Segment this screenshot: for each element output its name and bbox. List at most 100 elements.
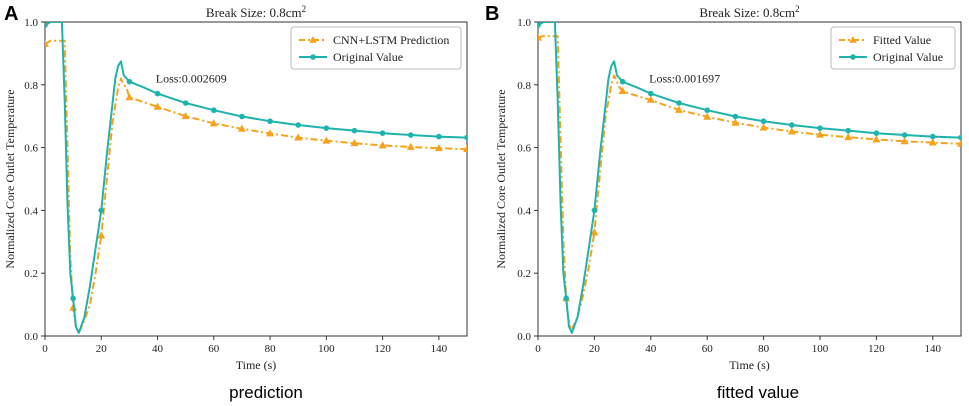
series-marker-triangle xyxy=(957,139,961,147)
legend-label: Original Value xyxy=(873,50,943,64)
series-marker-circle xyxy=(239,113,245,120)
series-marker-triangle xyxy=(181,112,190,120)
series-marker-triangle xyxy=(350,139,359,147)
panel-letter: A xyxy=(4,3,18,25)
chart-title-text: Break Size: 0.8cm xyxy=(699,5,795,20)
series-marker-circle xyxy=(591,207,598,214)
plot-series-group xyxy=(538,22,961,334)
series-marker-triangle xyxy=(675,105,683,113)
series-marker-circle xyxy=(619,78,626,85)
series-marker-triangle xyxy=(209,119,218,127)
legend-label: Original Value xyxy=(333,50,403,64)
series-marker-triangle xyxy=(237,124,246,132)
series-marker-triangle xyxy=(406,142,415,150)
x-axis-label: Time (s) xyxy=(729,358,770,372)
x-tick-label: 20 xyxy=(589,343,601,355)
series-marker-triangle xyxy=(703,112,712,120)
series-marker-triangle xyxy=(844,133,853,141)
panel-letter: B xyxy=(485,3,499,25)
x-tick-label: 120 xyxy=(374,343,391,355)
x-tick-label: 80 xyxy=(758,343,770,355)
series-line-a xyxy=(538,35,961,331)
series-marker-triangle xyxy=(322,136,331,144)
chart-title-superscript: 2 xyxy=(795,4,800,14)
series-marker-circle xyxy=(704,107,710,114)
y-axis-label: Normalized Core Outlet Temperature xyxy=(494,89,508,268)
y-axis-label: Normalized Core Outlet Temperature xyxy=(3,89,17,268)
series-marker-circle xyxy=(563,295,569,302)
series-marker-triangle xyxy=(759,123,768,131)
series-marker-triangle xyxy=(618,86,627,95)
series-marker-circle xyxy=(70,295,76,302)
series-marker-triangle xyxy=(590,228,599,236)
legend-swatch-circle xyxy=(850,54,856,60)
chart-title: Break Size: 0.8cm2 xyxy=(206,4,306,20)
y-tick-label: 0.4 xyxy=(517,205,531,217)
x-axis-label: Time (s) xyxy=(236,358,277,372)
x-tick-label: 0 xyxy=(42,343,48,355)
y-tick-label: 0.6 xyxy=(517,143,531,155)
legend-swatch-triangle xyxy=(309,36,317,43)
y-tick-label: 0.2 xyxy=(24,268,38,280)
plot-series-group xyxy=(45,22,467,334)
series-marker-circle xyxy=(732,113,739,120)
series-marker-circle xyxy=(211,107,217,114)
series-marker-triangle xyxy=(266,129,275,137)
series-line-a xyxy=(45,39,467,334)
series-marker-circle xyxy=(351,127,358,134)
series-marker-circle xyxy=(436,133,442,140)
legend-box xyxy=(290,26,462,70)
chart-title: Break Size: 0.8cm2 xyxy=(699,4,799,20)
legend: Fitted Value Original Value xyxy=(830,26,956,70)
legend-box xyxy=(830,26,956,70)
x-tick-label: 140 xyxy=(431,343,448,355)
panel-caption: prediction xyxy=(229,383,303,402)
y-tick-label: 0.0 xyxy=(517,331,531,343)
series-marker-circle xyxy=(789,122,795,128)
series-marker-triangle xyxy=(787,127,796,135)
series-marker-circle xyxy=(930,133,936,140)
y-tick-label: 0.6 xyxy=(24,143,38,155)
x-tick-label: 40 xyxy=(645,343,657,355)
series-marker-circle xyxy=(760,118,767,125)
x-tick-label: 60 xyxy=(208,343,220,355)
series-marker-circle xyxy=(901,132,908,138)
series-marker-triangle xyxy=(872,135,881,143)
loss-annotation: Loss:0.002609 xyxy=(156,72,227,86)
x-tick-label: 100 xyxy=(812,343,829,355)
x-tick-label: 80 xyxy=(265,343,277,355)
legend-swatch-triangle xyxy=(849,36,857,43)
series-marker-circle xyxy=(873,130,880,136)
series-marker-triangle xyxy=(538,33,542,41)
y-tick-label: 0.4 xyxy=(24,205,38,217)
series-marker-circle xyxy=(676,100,682,106)
series-marker-circle xyxy=(538,22,541,28)
series-marker-circle xyxy=(295,122,302,128)
y-tick-label: 1.0 xyxy=(24,17,38,29)
series-marker-triangle xyxy=(153,102,162,110)
y-tick-label: 0.8 xyxy=(24,80,38,92)
series-marker-triangle xyxy=(731,118,740,126)
x-tick-label: 140 xyxy=(925,343,942,355)
legend-label: Fitted Value xyxy=(873,33,931,47)
series-marker-circle xyxy=(845,127,851,134)
x-tick-label: 120 xyxy=(868,343,885,355)
series-marker-circle xyxy=(648,90,654,97)
series-marker-circle xyxy=(126,78,133,85)
y-tick-label: 1.0 xyxy=(517,17,531,29)
series-marker-circle xyxy=(407,132,414,138)
series-marker-triangle xyxy=(928,138,937,146)
series-marker-triangle xyxy=(646,95,655,103)
series-marker-triangle xyxy=(900,137,909,145)
series-marker-circle xyxy=(379,130,386,136)
x-tick-label: 20 xyxy=(96,343,108,355)
series-marker-triangle xyxy=(463,144,467,153)
panel-caption: fitted value xyxy=(717,383,799,402)
x-tick-label: 100 xyxy=(318,343,335,355)
legend: CNN+LSTM Prediction Original Value xyxy=(290,26,462,70)
x-tick-label: 40 xyxy=(152,343,164,355)
series-marker-circle xyxy=(323,125,330,131)
